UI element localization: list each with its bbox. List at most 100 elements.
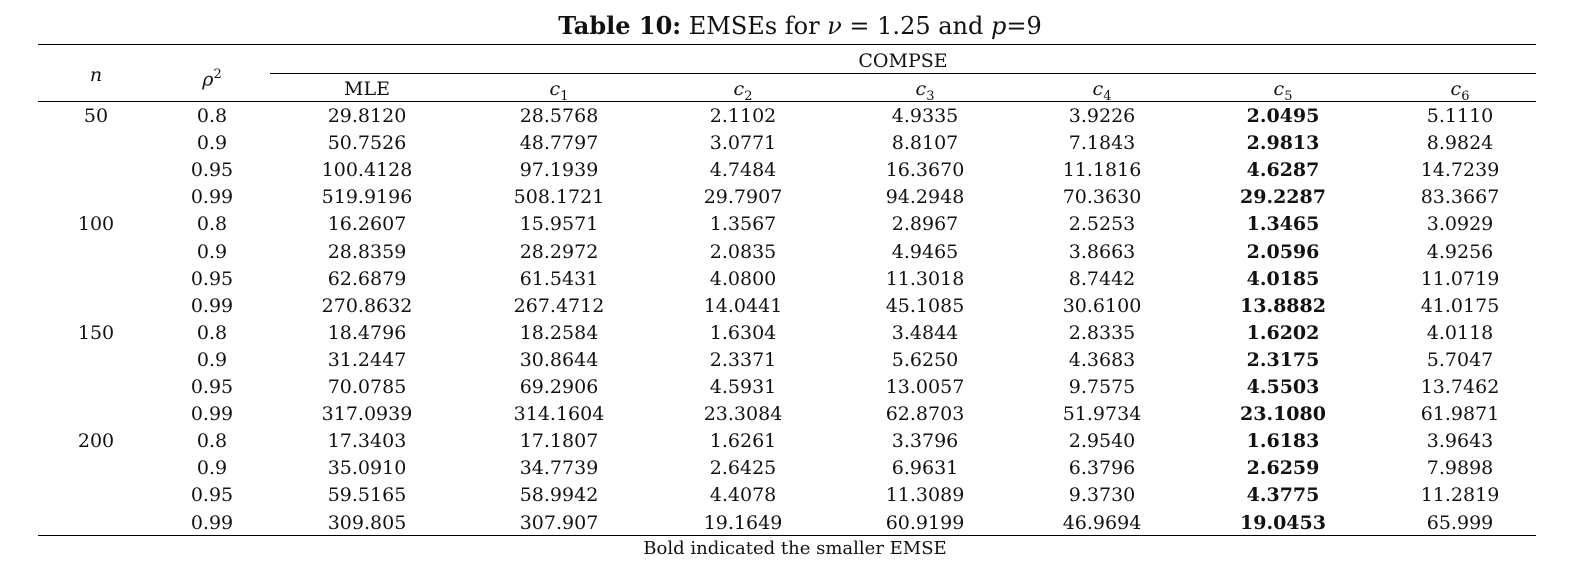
cell-value: 83.3667: [1420, 186, 1500, 209]
cell-value: 9.3730: [1068, 484, 1136, 507]
cell-value: 4.9256: [1426, 240, 1494, 263]
table-row: 0.9 31.2447 30.8644 2.3371 5.6250 4.3683 2.317…: [0, 347, 1578, 374]
cell-value: 1.6202: [1246, 321, 1320, 344]
cell-value: 1.6183: [1246, 430, 1320, 453]
cell-rho-squared: 0.99: [190, 186, 234, 209]
cell-value: 2.5253: [1068, 213, 1136, 236]
cell-value: 29.2287: [1240, 186, 1326, 209]
c-subscript: 2: [744, 88, 753, 104]
cell-value: 13.7462: [1420, 376, 1500, 398]
cell-value: 4.0800: [709, 267, 777, 290]
cell-value: 14.7239: [1420, 159, 1500, 182]
cell-value: 2.3371: [709, 348, 777, 371]
cell-value: 8.9824: [1426, 132, 1494, 155]
cell-rho-squared: 0.99: [190, 403, 234, 426]
table-row: 0.99 270.8632 267.4712 14.0441 45.1085 30.610…: [0, 293, 1578, 320]
c-subscript: 3: [926, 88, 935, 104]
cell-value: 6.9631: [891, 457, 959, 480]
cell-value: 23.3084: [703, 403, 783, 426]
p-symbol: p: [991, 12, 1007, 40]
cell-value: 59.5165: [327, 484, 407, 507]
table-row: 0.99 309.805 307.907 19.1649 60.9199 46.9694 1…: [0, 510, 1578, 537]
cell-value: 35.0910: [327, 457, 407, 480]
cell-value: 1.3567: [709, 213, 777, 236]
cell-value: 15.9571: [519, 213, 599, 236]
cell-value: 65.999: [1426, 511, 1494, 534]
cell-n: 150: [77, 321, 115, 344]
cell-value: 267.4712: [513, 294, 605, 317]
cell-value: 2.0835: [709, 240, 777, 263]
top-rule: [38, 44, 1536, 46]
cell-value: 3.3796: [891, 430, 959, 453]
cell-value: 30.8644: [519, 348, 599, 371]
cell-value: 4.9335: [891, 105, 959, 127]
header-c5: c5: [1274, 78, 1293, 108]
table-row: 0.95 100.4128 97.1939 4.7484 16.3670 11.1816 4…: [0, 157, 1578, 184]
cell-rho-squared: 0.9: [196, 240, 228, 263]
cell-value: 3.9226: [1068, 105, 1136, 127]
cell-n: 50: [83, 105, 109, 127]
cell-rho-squared: 0.8: [196, 213, 228, 236]
cell-value: 309.805: [327, 511, 407, 534]
cell-value: 13.0057: [885, 376, 965, 398]
caption-text: EMSEs for: [681, 12, 828, 40]
cell-value: 11.2819: [1420, 484, 1500, 507]
c-symbol: c: [733, 78, 745, 100]
cell-value: 2.0596: [1246, 240, 1320, 263]
cell-value: 2.3175: [1246, 348, 1320, 371]
cell-value: 11.0719: [1420, 267, 1500, 290]
cell-value: 60.9199: [885, 511, 965, 534]
header-compse: COMPSE: [858, 50, 948, 72]
cell-value: 19.0453: [1240, 511, 1326, 534]
cell-value: 16.3670: [885, 159, 965, 182]
c-symbol: c: [549, 78, 561, 100]
cell-rho-squared: 0.95: [190, 484, 234, 507]
rho-exponent: 2: [213, 67, 222, 82]
cell-value: 16.2607: [327, 213, 407, 236]
cell-value: 17.3403: [327, 430, 407, 453]
table-row: 0.99 519.9196 508.1721 29.7907 94.2948 70.363…: [0, 184, 1578, 211]
cell-value: 1.6261: [709, 430, 777, 453]
cell-value: 4.0118: [1426, 321, 1494, 344]
cell-value: 31.2447: [327, 348, 407, 371]
cell-value: 5.1110: [1426, 105, 1494, 127]
cell-value: 62.6879: [327, 267, 407, 290]
c-symbol: c: [1450, 78, 1462, 100]
cell-value: 28.2972: [519, 240, 599, 263]
cell-value: 19.1649: [703, 511, 783, 534]
table-row: 0.95 70.0785 69.2906 4.5931 13.0057 9.7575 4.5…: [0, 374, 1578, 401]
c-subscript: 1: [560, 88, 569, 104]
table-row: 0.9 50.7526 48.7797 3.0771 8.8107 7.1843 2.981…: [0, 130, 1578, 157]
cell-value: 5.7047: [1426, 348, 1494, 371]
cell-rho-squared: 0.99: [190, 511, 234, 534]
cell-value: 94.2948: [885, 186, 965, 209]
header-c6: c6: [1451, 78, 1470, 108]
cell-value: 48.7797: [519, 132, 599, 155]
cell-value: 307.907: [519, 511, 599, 534]
cell-value: 58.9942: [519, 484, 599, 507]
cell-n: 100: [77, 213, 115, 236]
table-row: 150 0.8 18.4796 18.2584 1.6304 3.4844 2.8335 1.…: [0, 320, 1578, 347]
cell-value: 41.0175: [1420, 294, 1500, 317]
cell-value: 46.9694: [1062, 511, 1142, 534]
cell-value: 508.1721: [513, 186, 605, 209]
cell-value: 519.9196: [321, 186, 413, 209]
c-symbol: c: [915, 78, 927, 100]
p-value: =9: [1006, 12, 1042, 40]
cell-value: 11.1816: [1062, 159, 1142, 182]
header-n: n: [90, 64, 102, 86]
cell-rho-squared: 0.9: [196, 348, 228, 371]
cell-value: 69.2906: [519, 376, 599, 398]
cell-value: 4.5503: [1246, 376, 1320, 398]
cell-value: 6.3796: [1068, 457, 1136, 480]
cell-value: 23.1080: [1240, 403, 1326, 426]
cell-value: 7.9898: [1426, 457, 1494, 480]
cell-rho-squared: 0.8: [196, 430, 228, 453]
cell-value: 61.5431: [519, 267, 599, 290]
cell-value: 1.3465: [1246, 213, 1320, 236]
cell-value: 5.6250: [891, 348, 959, 371]
cell-value: 4.6287: [1246, 159, 1320, 182]
cell-value: 270.8632: [321, 294, 413, 317]
cell-value: 4.4078: [709, 484, 777, 507]
cell-value: 3.0771: [709, 132, 777, 155]
